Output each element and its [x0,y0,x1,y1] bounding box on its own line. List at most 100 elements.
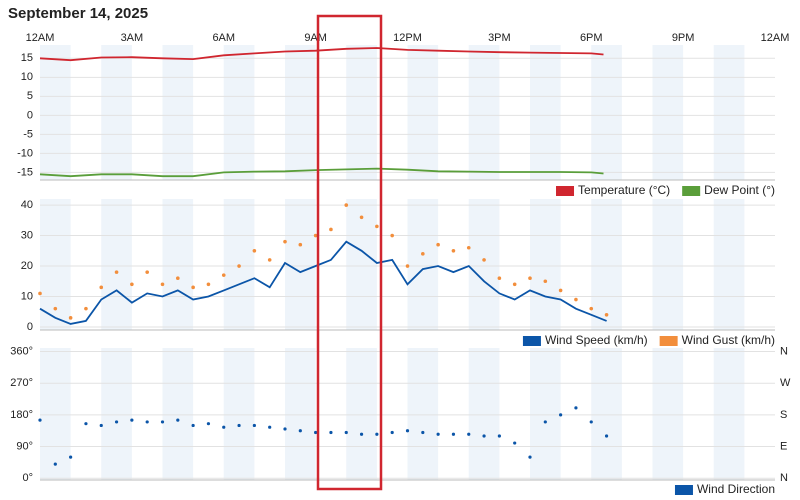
data-point [405,429,410,433]
data-point [451,432,456,436]
hour-band [101,45,132,180]
data-point [375,432,379,436]
data-point [390,233,394,238]
legend-swatch [556,186,575,196]
data-point [145,420,149,424]
data-point [176,418,180,422]
hour-band [407,199,439,330]
data-point [405,264,410,268]
data-point [436,242,440,247]
foreground-layer: 12AM 3AM 6AM 9AM 12PM 3PM 6PM 9PM 12AM 15 10 5 0 -5 -1… [10,32,791,496]
background-layer [40,45,775,481]
y-tick-label: 40 [21,199,33,211]
hour-band [468,348,500,480]
y2-tick-label: N [780,472,788,484]
data-point [191,285,195,290]
hour-band [591,45,622,180]
hour-band [101,348,132,480]
data-point [84,422,88,426]
data-point [130,418,134,422]
data-point [191,423,195,428]
x-tick-label: 3PM [488,32,511,44]
data-point [114,420,119,424]
hour-band [713,199,745,330]
legend-label: Temperature (°C) [578,183,670,197]
data-point [344,203,349,207]
legend-swatch [522,336,541,346]
series-line [39,240,607,325]
y-tick-label: 10 [21,290,33,302]
chart-title: September 14, 2025 [8,5,148,22]
data-point [206,282,211,287]
x-tick-label: 6AM [212,32,235,44]
data-point [206,422,211,426]
legend-label: Wind Gust (km/h) [682,333,775,347]
hour-band [162,348,194,480]
data-point [69,455,73,459]
y-tick-label: 270° [10,377,33,389]
data-point [53,306,58,311]
legend-swatch [682,186,701,196]
y2-tick-label: W [780,377,791,389]
data-point [268,425,272,429]
data-point [466,245,471,250]
data-point [558,288,563,293]
data-point [436,432,440,436]
data-point [38,418,42,422]
hour-band [713,45,745,180]
x-tick-label: 12PM [393,32,422,44]
data-point [38,291,42,296]
data-point [359,432,364,436]
hour-band [346,348,377,480]
hour-band [285,45,316,180]
data-point [512,282,517,287]
x-tick-label: 12AM [761,32,790,44]
hour-band [652,45,684,180]
data-point [298,429,302,433]
data-point [344,430,348,435]
y2-tick-label: N [780,345,788,357]
y-tick-label: -5 [23,128,33,140]
data-point [313,233,318,238]
data-point [589,306,594,311]
x-tick-label: 9AM [304,32,327,44]
data-point [528,276,532,281]
y-tick-label: 10 [21,71,33,83]
data-point [298,242,303,247]
highlight-box [316,14,383,491]
data-point [145,270,149,274]
hour-band [162,45,194,180]
data-point [390,430,394,435]
x-tick-label: 6PM [580,32,603,44]
y-tick-label: 30 [21,229,33,241]
hour-band [101,199,132,330]
data-point [84,306,88,311]
data-point [314,430,318,435]
hour-band [468,45,500,180]
hour-band [40,45,71,180]
data-point [482,434,486,438]
hour-band [530,348,561,480]
hour-band [530,45,561,180]
y2-tick-label: E [780,440,787,452]
hour-band [591,199,622,330]
data-point [359,215,364,220]
hour-band [40,348,71,480]
data-point [252,248,257,253]
data-point [329,227,333,232]
y-tick-label: 360° [10,345,33,357]
data-point [160,420,165,424]
data-point [421,430,425,435]
hour-band [223,348,255,480]
data-point [267,258,272,262]
data-point [283,427,287,431]
x-tick-label: 3AM [121,32,144,44]
data-point [237,264,241,268]
data-point [237,423,241,428]
data-point [99,285,104,290]
data-point [482,258,486,262]
data-point [467,432,471,436]
hour-band [591,348,622,480]
x-tick-label: 9PM [672,32,695,44]
